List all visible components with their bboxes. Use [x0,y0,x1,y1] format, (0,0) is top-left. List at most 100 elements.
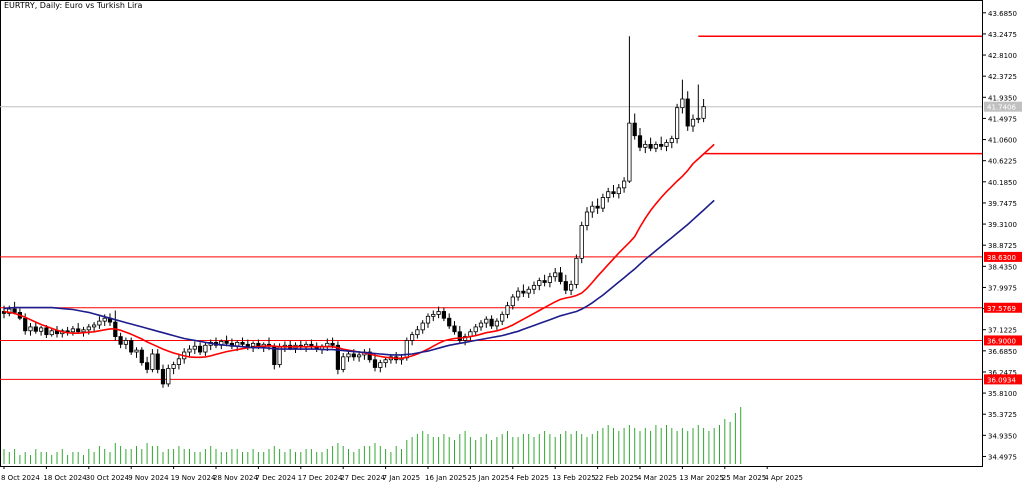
candle-body [478,322,484,328]
candle-body [102,317,107,322]
y-tick-label: 42.3725 [988,73,1017,81]
candle-body [203,344,208,353]
candle-body [669,138,674,143]
candle-body [341,356,346,370]
y-tick-label: 40.6225 [988,158,1017,166]
candle-body [197,345,203,353]
candle-body [81,329,86,333]
chart-title: EURTRY, Daily: Euro vs Turkish Lira [4,1,143,10]
candle-body [118,336,123,345]
y-tick-label: 43.6850 [988,10,1017,18]
level-price-tag-label: 37.5769 [987,305,1016,313]
candle-body [690,118,696,127]
candle-body [553,272,558,278]
candles [1,36,706,388]
candle-body [171,364,176,369]
candle-body [590,205,595,213]
x-tick-label: 22 Feb 2025 [595,474,639,482]
x-tick-label: 25 Jan 2025 [467,474,509,482]
candle-body [192,345,197,350]
candle-body [65,330,70,333]
y-tick-label: 39.7475 [988,200,1017,208]
y-tick-label: 42.8100 [988,52,1017,60]
x-tick-label: 19 Nov 2024 [171,474,216,482]
candle-body [611,191,616,195]
y-tick-label: 40.1850 [988,179,1017,187]
candle-body [680,98,685,109]
candle-body [176,358,181,365]
x-tick-label: 25 Mar 2025 [722,474,766,482]
current-price-tag [984,101,1022,112]
y-tick-label: 35.8100 [988,390,1017,398]
candle-body [372,359,378,368]
x-tick-label: 18 Oct 2024 [43,474,87,482]
candle-body [452,325,457,333]
candle-body [521,290,526,294]
candle-body [696,117,701,120]
candle-body [44,327,49,336]
x-tick-label: 4 Feb 2025 [510,474,549,482]
candle-body [330,342,335,346]
candle-body [224,341,229,344]
candle-body [367,351,372,361]
level-price-tag [984,251,1022,262]
candle-body [616,187,621,195]
candle-body [574,257,579,285]
candle-body [473,326,478,333]
candle-body [160,369,166,385]
y-tick-label: 36.2475 [988,369,1017,377]
candle-body [383,359,388,364]
y-tick-label: 36.6850 [988,348,1017,356]
volume-histogram [3,407,742,464]
candle-body [150,353,155,370]
candle-body [595,205,600,209]
candle-body [187,348,192,353]
x-tick-label: 13 Feb 2025 [552,474,596,482]
plot-frame [0,0,983,467]
candle-body [622,180,627,189]
level-price-tag-label: 38.6300 [987,254,1016,262]
x-tick-label: 7 Jan 2025 [383,474,421,482]
candle-body [346,353,351,358]
y-tick-label: 39.3100 [988,221,1017,229]
candle-body [415,329,420,336]
candle-body [49,330,54,336]
y-tick-label: 35.3725 [988,411,1017,419]
candle-body [632,122,637,137]
candle-body [510,296,515,307]
candle-body [436,311,441,315]
x-tick-label: 9 Nov 2024 [128,474,169,482]
y-tick-label: 34.4975 [988,453,1017,461]
x-tick-label: 28 Nov 2024 [213,474,258,482]
candle-body [250,342,256,347]
candle-body [325,342,330,347]
candle-body [12,308,17,313]
candle-body [144,362,150,370]
candle-body [335,344,341,370]
candle-body [86,326,91,331]
candle-body [378,362,383,368]
candle-body [420,322,425,331]
candle-body [245,343,250,347]
candle-body [76,328,81,333]
candle-body [584,211,590,226]
candle-body [569,284,574,291]
candle-body [70,328,75,333]
candle-body [664,142,669,147]
level-price-tag-label: 36.0934 [987,376,1016,384]
y-tick-label: 41.4975 [988,115,1017,123]
candle-body [685,98,690,127]
candle-body [356,354,362,358]
moving-average-line [3,199,715,356]
candle-body [653,143,659,149]
x-tick-label: 30 Oct 2024 [86,474,130,482]
current-price-tag-label: 41.7406 [987,104,1016,112]
candle-body [627,122,632,182]
y-tick-label: 37.9975 [988,284,1017,292]
x-tick-label: 4 Mar 2025 [637,474,677,482]
candle-body [457,331,462,341]
candle-body [28,326,33,332]
y-tick-label: 41.0600 [988,137,1017,145]
x-tick-label: 13 Mar 2025 [679,474,723,482]
